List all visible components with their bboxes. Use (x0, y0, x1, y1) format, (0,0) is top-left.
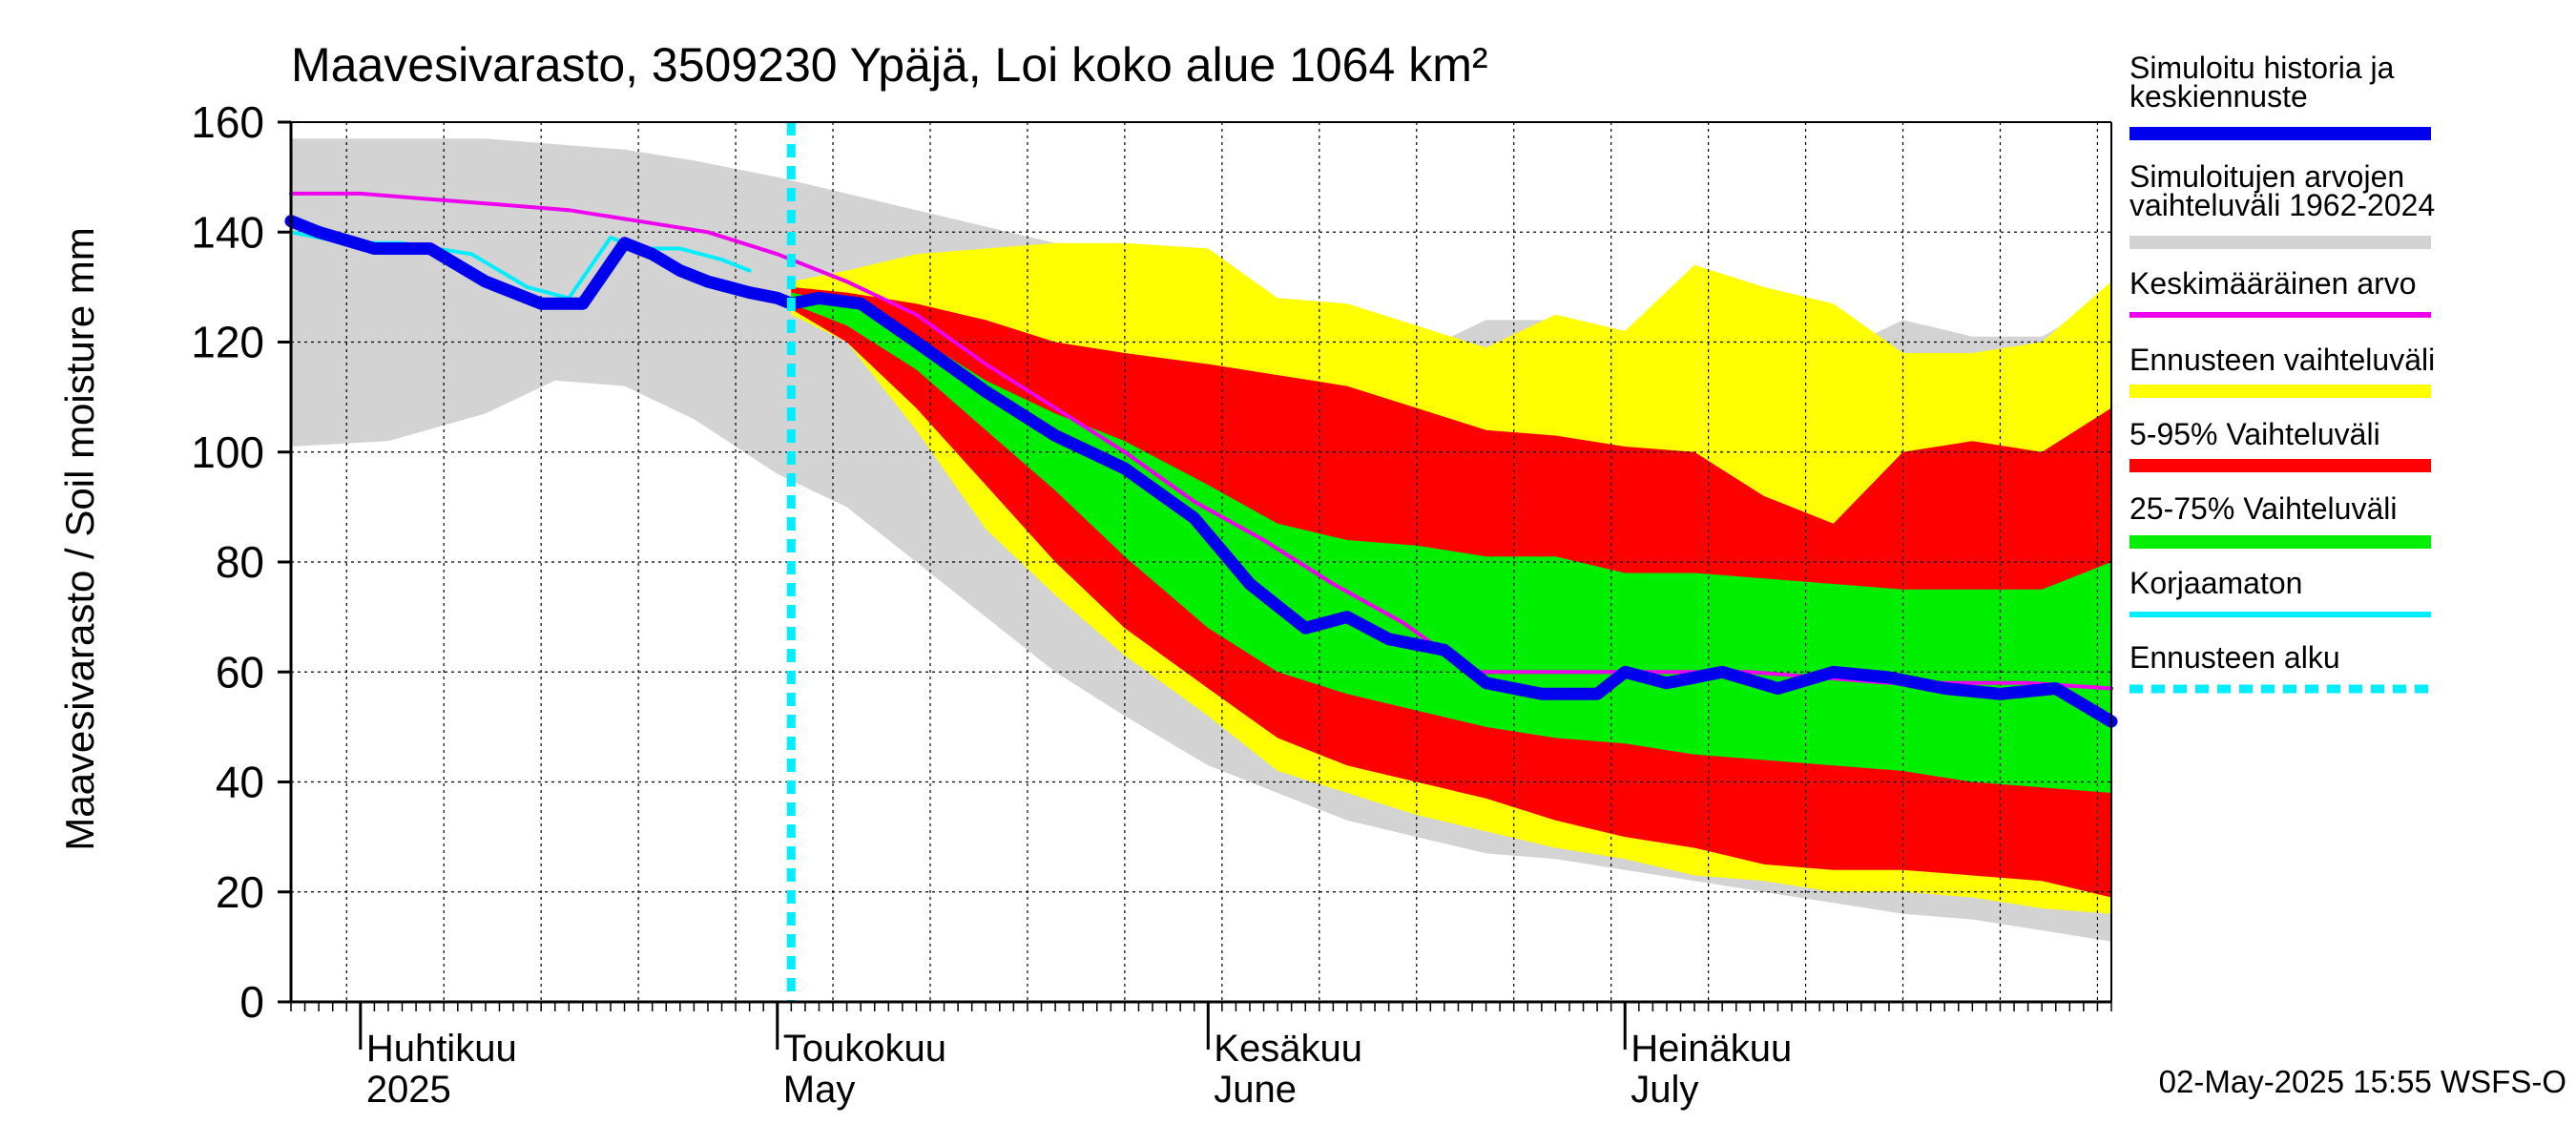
y-tick-label: 100 (191, 427, 264, 477)
y-tick-label: 20 (216, 867, 264, 917)
x-month-label: Huhtikuu (366, 1028, 517, 1070)
p25-75-band (791, 292, 2111, 794)
legend-label: vaihteluväli 1962-2024 (2129, 188, 2435, 222)
y-tick-label: 160 (191, 97, 264, 147)
y-tick-label: 40 (216, 758, 264, 807)
chart-title: Maavesivarasto, 3509230 Ypäjä, Loi koko … (291, 38, 1488, 92)
y-tick-label: 80 (216, 537, 264, 587)
legend-label: Simuloitu historia ja (2129, 51, 2395, 85)
legend-label: Ennusteen alku (2129, 640, 2340, 675)
footer-timestamp: 02-May-2025 15:55 WSFS-O (2159, 1064, 2566, 1099)
y-tick-label: 120 (191, 318, 264, 367)
x-month-sublabel: July (1631, 1069, 1698, 1111)
x-month-label: Kesäkuu (1214, 1028, 1362, 1070)
y-tick-label: 140 (191, 207, 264, 257)
y-tick-label: 60 (216, 647, 264, 697)
legend-label: 5-95% Vaihteluväli (2129, 417, 2380, 451)
mean-value-line (289, 191, 2113, 691)
y-tick-label: 0 (239, 977, 264, 1027)
x-month-label: Toukokuu (783, 1028, 946, 1070)
y-axis-label: Maavesivarasto / Soil moisture mm (57, 227, 102, 851)
x-month-sublabel: May (783, 1069, 856, 1111)
median-forecast-line (284, 215, 2118, 728)
legend-label: Ennusteen vaihteluväli (2129, 343, 2435, 377)
x-month-sublabel: 2025 (366, 1069, 451, 1111)
grid-layer (291, 122, 2111, 1002)
legend-label: Keskimääräinen arvo (2129, 266, 2417, 301)
x-month-label: Heinäkuu (1631, 1028, 1792, 1070)
series-layer (284, 122, 2118, 1002)
x-month-sublabel: June (1214, 1069, 1297, 1111)
bands-layer (291, 138, 2111, 942)
legend-label: keskiennuste (2129, 79, 2308, 114)
legend-label: Korjaamaton (2129, 566, 2302, 600)
legend-label: 25-75% Vaihteluväli (2129, 491, 2397, 526)
legend-label: Simuloitujen arvojen (2129, 159, 2404, 194)
